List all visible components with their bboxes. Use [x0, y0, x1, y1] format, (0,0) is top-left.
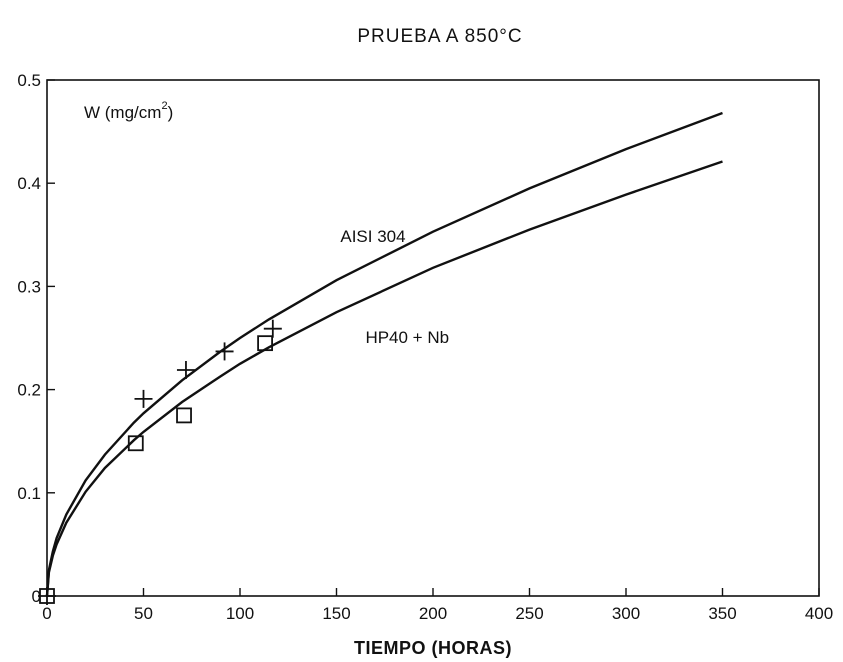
- series-line-hp40-nb: [45, 160, 723, 597]
- chart-title: PRUEBA A 850°C: [357, 26, 522, 47]
- x-tick-label: 400: [805, 604, 833, 623]
- series-curves: [45, 111, 723, 597]
- data-point-hp40-nb: [127, 435, 144, 452]
- x-tick-label: 0: [42, 604, 51, 623]
- x-tick-label: 50: [134, 604, 153, 623]
- y-tick-label: 0.4: [17, 174, 41, 193]
- x-axis-label: TIEMPO (HORAS): [354, 638, 512, 658]
- x-tick-label: 100: [226, 604, 254, 623]
- y-axis-label: W (mg/cm2): [84, 100, 173, 122]
- series-annotations: AISI 304 HP40 + Nb: [340, 227, 449, 347]
- data-point-aisi-304: [176, 360, 195, 379]
- x-tick-label: 350: [708, 604, 736, 623]
- y-tick-label: 0.5: [17, 71, 41, 90]
- series-line-aisi-304: [45, 111, 723, 597]
- y-axis-ticks: 0 0.1 0.2 0.3 0.4 0.5: [17, 71, 55, 606]
- data-point-aisi-304: [38, 587, 56, 605]
- annotation-hp40-nb: HP40 + Nb: [365, 328, 449, 347]
- y-axis-label-base: W (mg/cm: [84, 103, 161, 122]
- series-markers: [38, 319, 282, 605]
- x-tick-label: 300: [612, 604, 640, 623]
- y-axis-label-end: ): [168, 103, 174, 122]
- y-tick-label: 0.3: [17, 277, 41, 296]
- y-tick-label: 0: [32, 587, 41, 606]
- data-point-aisi-304: [134, 389, 153, 408]
- annotation-aisi-304: AISI 304: [340, 227, 405, 246]
- data-point-hp40-nb: [257, 335, 273, 352]
- x-axis-ticks: 0 50 100 150 200 250 300 350 400: [42, 588, 833, 623]
- y-tick-label: 0.2: [17, 381, 41, 400]
- x-tick-label: 250: [515, 604, 543, 623]
- data-point-aisi-304: [263, 319, 282, 338]
- x-tick-label: 200: [419, 604, 447, 623]
- y-axis-label-superscript: 2: [161, 100, 167, 112]
- data-point-hp40-nb: [39, 588, 55, 604]
- data-point-hp40-nb: [176, 407, 192, 424]
- x-tick-label: 150: [322, 604, 350, 623]
- data-point-aisi-304: [215, 342, 234, 361]
- y-tick-label: 0.1: [17, 484, 41, 503]
